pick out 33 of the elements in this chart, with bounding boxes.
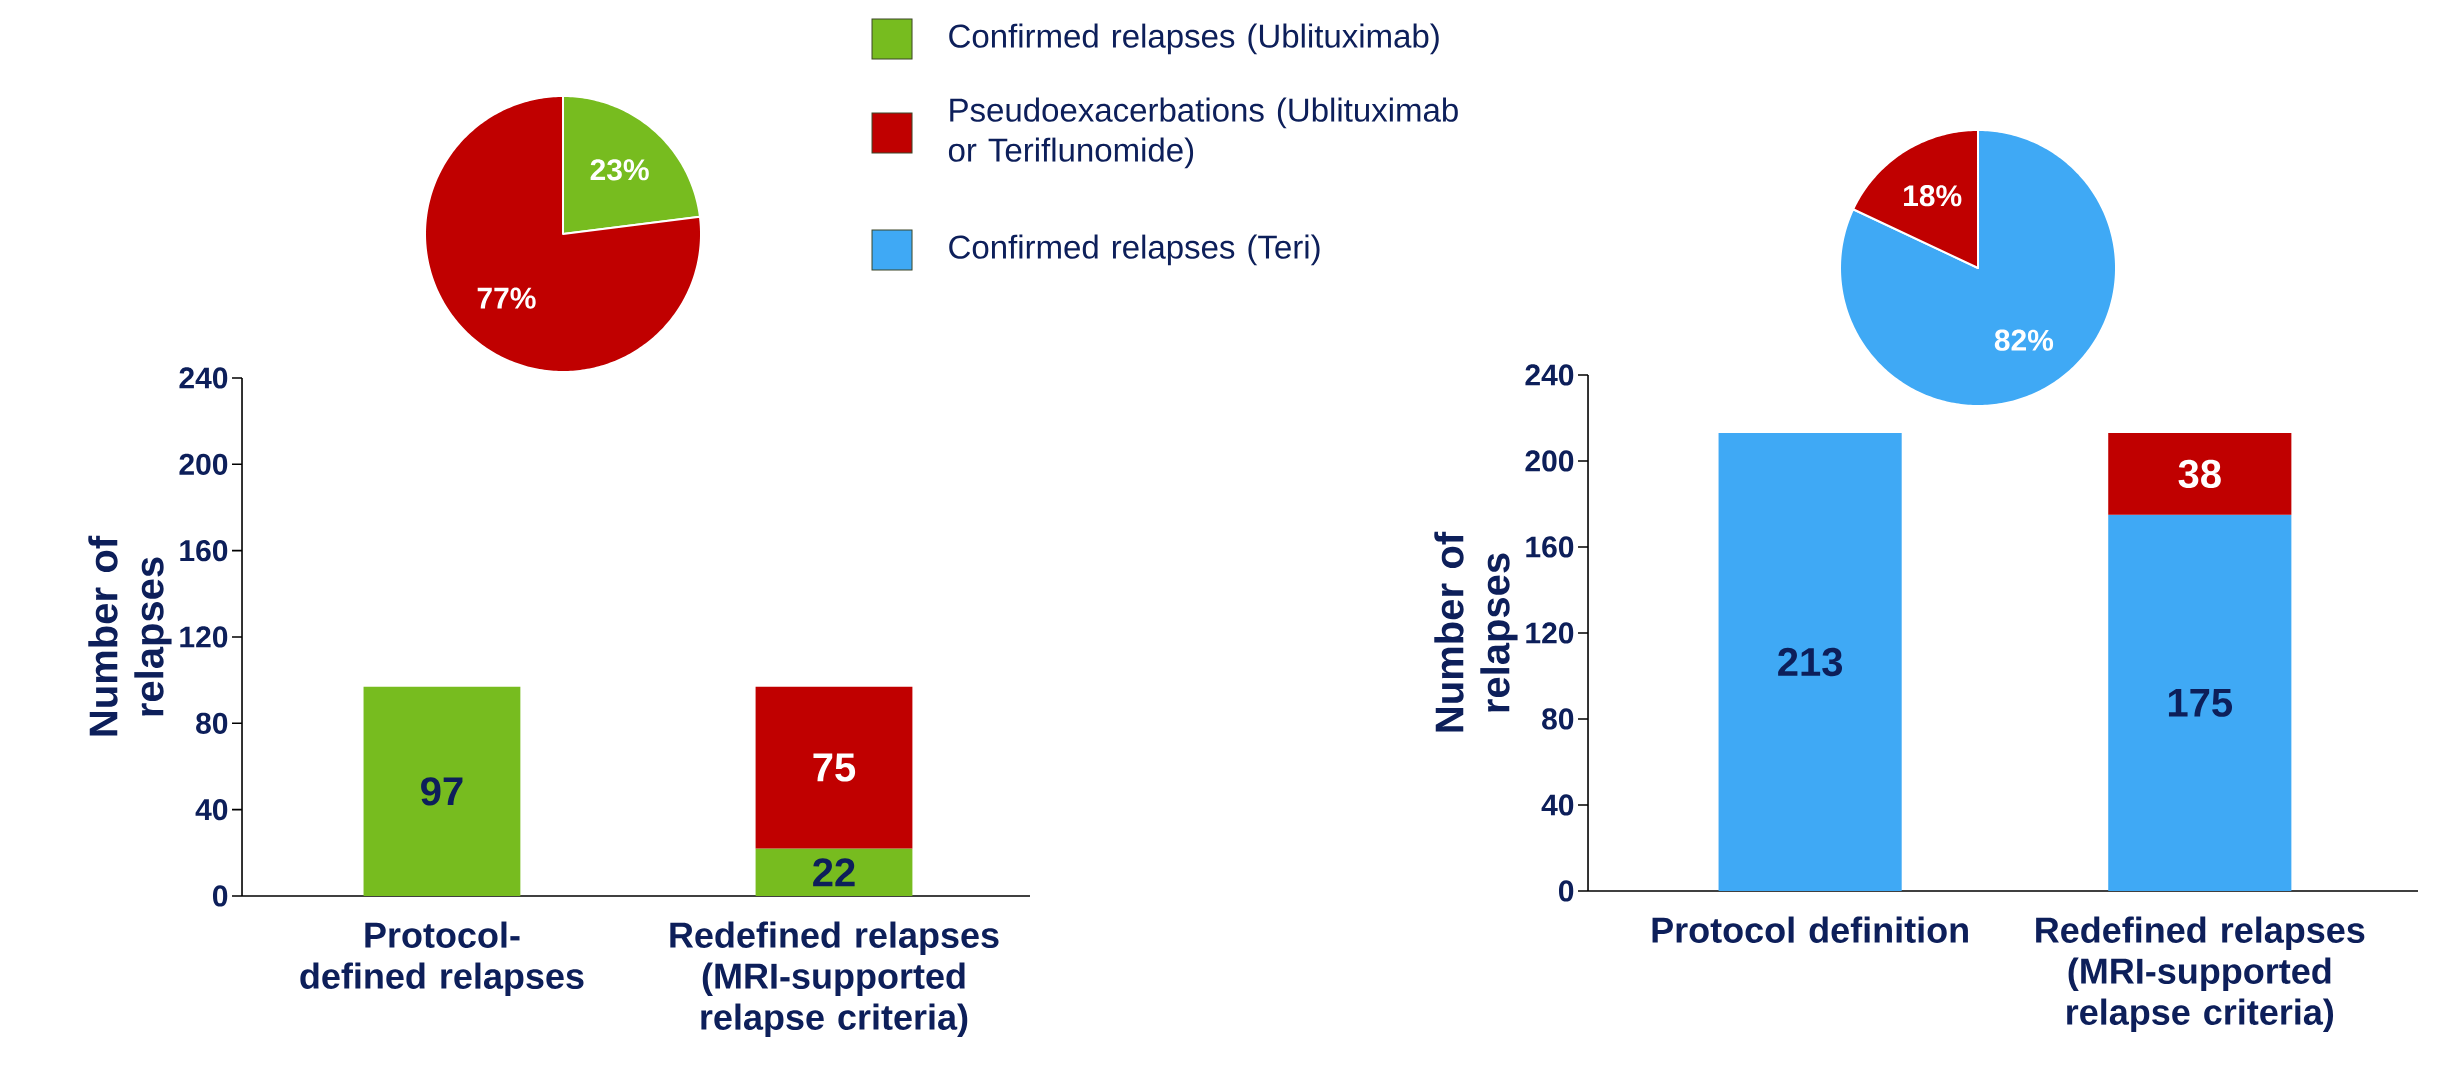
y-tick-label: 200 [179,453,228,475]
y-axis-title: Number of relapses [88,535,172,736]
legend-label: Confirmed relapses (Teri) [949,234,1320,266]
y-tick-label: 80 [1542,708,1574,730]
data-label: 213 [1778,647,1843,677]
data-label: 22 [813,858,855,887]
y-tick-label: 40 [195,799,228,821]
y-axis-title: Number of relapses [1434,531,1518,732]
data-label: 75 [813,753,856,782]
y-tick-label: 200 [1525,450,1574,472]
x-tick-label: Redefined relapses (MRI-supported relapse criteria) [670,921,999,1038]
legend-label: Confirmed relapses (Ublituximab) [949,23,1439,55]
data-label: 77% [477,287,536,309]
legend-label: Pseudoexacerbations (Ublituximab or Teriflunomide) [948,97,1458,169]
y-tick-label: 240 [1525,364,1574,386]
data-label: 18% [1904,185,1962,207]
y-tick-label: 80 [196,712,228,734]
x-tick-label: Protocol definition [1652,916,1968,943]
data-label: 175 [2168,688,2233,717]
data-label: 82% [1994,329,2054,351]
x-tick-label: Protocol-defined relapses [300,921,584,997]
x-tick-label: Redefined relapses (MRI-supported relapse criteria) [2036,916,2365,1033]
y-tick-label: 240 [179,367,228,389]
data-label: 23% [590,159,649,181]
y-tick-label: 120 [180,626,228,648]
data-label: 38 [2178,459,2221,489]
y-tick-label: 0 [212,885,228,907]
y-tick-label: 0 [1558,880,1574,902]
data-label: 97 [421,777,463,806]
y-tick-label: 160 [1526,536,1574,558]
y-tick-label: 40 [1541,794,1574,816]
y-tick-label: 120 [1526,622,1574,644]
y-tick-label: 160 [180,540,228,562]
